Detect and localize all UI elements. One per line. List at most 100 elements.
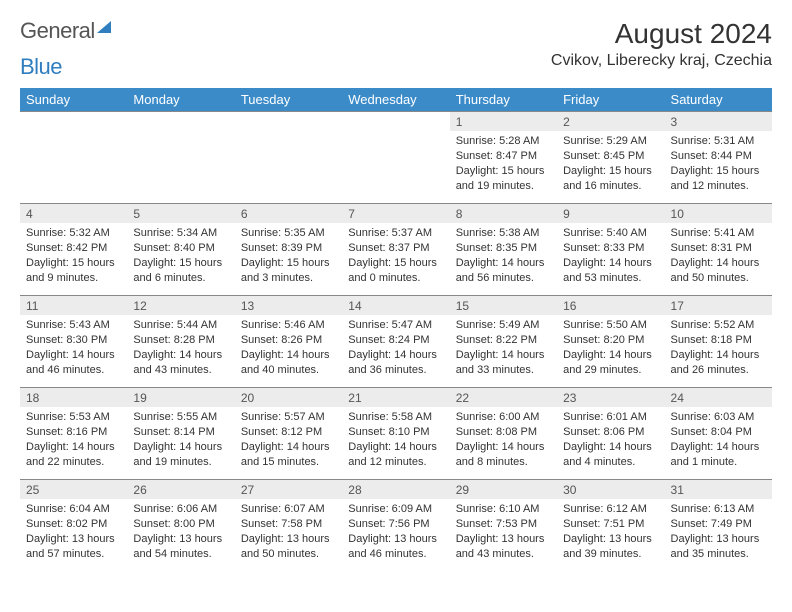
day-number: 27 (235, 480, 342, 499)
empty-cell (235, 112, 342, 204)
day-number: 6 (235, 204, 342, 223)
day-number: 31 (665, 480, 772, 499)
day-cell: 30Sunrise: 6:12 AMSunset: 7:51 PMDayligh… (557, 480, 664, 572)
day-number: 3 (665, 112, 772, 131)
day-number: 9 (557, 204, 664, 223)
day-details: Sunrise: 6:06 AMSunset: 8:00 PMDaylight:… (133, 502, 228, 561)
day-details: Sunrise: 6:04 AMSunset: 8:02 PMDaylight:… (26, 502, 121, 561)
day-number: 2 (557, 112, 664, 131)
weekday-header: Monday (127, 88, 234, 112)
day-details: Sunrise: 6:03 AMSunset: 8:04 PMDaylight:… (671, 410, 766, 469)
day-details: Sunrise: 6:09 AMSunset: 7:56 PMDaylight:… (348, 502, 443, 561)
day-cell: 28 Sunrise: 6:09 AMSunset: 7:56 PMDayligh… (342, 480, 449, 572)
day-number: 28 (342, 480, 449, 499)
logo-word1: General (20, 18, 95, 44)
day-details: Sunrise: 5:52 AMSunset: 8:18 PMDaylight:… (671, 318, 766, 377)
day-details: Sunrise: 6:07 AMSunset: 7:58 PMDaylight:… (241, 502, 336, 561)
day-number: 5 (127, 204, 234, 223)
day-cell: 22 Sunrise: 6:00 AMSunset: 8:08 PMDayligh… (450, 388, 557, 480)
day-cell: 29 Sunrise: 6:10 AMSunset: 7:53 PMDayligh… (450, 480, 557, 572)
day-cell: 25 Sunrise: 6:04 AMSunset: 8:02 PMDayligh… (20, 480, 127, 572)
day-number: 17 (665, 296, 772, 315)
day-cell: 12 Sunrise: 5:44 AMSunset: 8:28 PMDayligh… (127, 296, 234, 388)
page-title: August 2024 (551, 18, 772, 50)
day-details: Sunrise: 5:28 AMSunset: 8:47 PMDaylight:… (456, 134, 551, 193)
day-cell: 18 Sunrise: 5:53 AMSunset: 8:16 PMDayligh… (20, 388, 127, 480)
day-details: Sunrise: 5:29 AMSunset: 8:45 PMDaylight:… (563, 134, 658, 193)
day-number: 16 (557, 296, 664, 315)
day-cell: 14 Sunrise: 5:47 AMSunset: 8:24 PMDayligh… (342, 296, 449, 388)
day-number: 14 (342, 296, 449, 315)
logo: General (20, 18, 111, 44)
day-cell: 16 Sunrise: 5:50 AMSunset: 8:20 PMDayligh… (557, 296, 664, 388)
day-cell: 19 Sunrise: 5:55 AMSunset: 8:14 PMDayligh… (127, 388, 234, 480)
day-number: 4 (20, 204, 127, 223)
day-details: Sunrise: 5:34 AMSunset: 8:40 PMDaylight:… (133, 226, 228, 285)
day-number: 15 (450, 296, 557, 315)
day-details: Sunrise: 5:32 AMSunset: 8:42 PMDaylight:… (26, 226, 121, 285)
day-details: Sunrise: 5:31 AMSunset: 8:44 PMDaylight:… (671, 134, 766, 193)
day-cell: 24 Sunrise: 6:03 AMSunset: 8:04 PMDayligh… (665, 388, 772, 480)
day-cell: 20 Sunrise: 5:57 AMSunset: 8:12 PMDayligh… (235, 388, 342, 480)
day-details: Sunrise: 5:40 AMSunset: 8:33 PMDaylight:… (563, 226, 658, 285)
day-details: Sunrise: 6:01 AMSunset: 8:06 PMDaylight:… (563, 410, 658, 469)
day-cell: 15 Sunrise: 5:49 AMSunset: 8:22 PMDayligh… (450, 296, 557, 388)
day-cell: 8 Sunrise: 5:38 AMSunset: 8:35 PMDaylight… (450, 204, 557, 296)
day-cell: 23Sunrise: 6:01 AMSunset: 8:06 PMDayligh… (557, 388, 664, 480)
day-cell: 2 Sunrise: 5:29 AMSunset: 8:45 PMDaylight… (557, 112, 664, 204)
day-details: Sunrise: 6:10 AMSunset: 7:53 PMDaylight:… (456, 502, 551, 561)
day-number: 13 (235, 296, 342, 315)
day-details: Sunrise: 5:58 AMSunset: 8:10 PMDaylight:… (348, 410, 443, 469)
day-number: 24 (665, 388, 772, 407)
day-cell: 3 Sunrise: 5:31 AMSunset: 8:44 PMDaylight… (665, 112, 772, 204)
empty-cell (127, 112, 234, 204)
day-details: Sunrise: 5:44 AMSunset: 8:28 PMDaylight:… (133, 318, 228, 377)
day-details: Sunrise: 5:43 AMSunset: 8:30 PMDaylight:… (26, 318, 121, 377)
day-details: Sunrise: 5:57 AMSunset: 8:12 PMDaylight:… (241, 410, 336, 469)
day-cell: 7 Sunrise: 5:37 AMSunset: 8:37 PMDaylight… (342, 204, 449, 296)
location-text: Cvikov, Liberecky kraj, Czechia (551, 52, 772, 70)
day-cell: 13 Sunrise: 5:46 AMSunset: 8:26 PMDayligh… (235, 296, 342, 388)
calendar-table: SundayMondayTuesdayWednesdayThursdayFrid… (20, 88, 772, 572)
weekday-header: Sunday (20, 88, 127, 112)
empty-cell (342, 112, 449, 204)
day-details: Sunrise: 5:55 AMSunset: 8:14 PMDaylight:… (133, 410, 228, 469)
weekday-header: Wednesday (342, 88, 449, 112)
day-number: 25 (20, 480, 127, 499)
day-cell: 6Sunrise: 5:35 AMSunset: 8:39 PMDaylight… (235, 204, 342, 296)
day-cell: 21 Sunrise: 5:58 AMSunset: 8:10 PMDayligh… (342, 388, 449, 480)
day-number: 29 (450, 480, 557, 499)
day-number: 1 (450, 112, 557, 131)
day-number: 20 (235, 388, 342, 407)
weekday-header: Friday (557, 88, 664, 112)
day-cell: 26 Sunrise: 6:06 AMSunset: 8:00 PMDayligh… (127, 480, 234, 572)
day-number: 30 (557, 480, 664, 499)
day-details: Sunrise: 5:46 AMSunset: 8:26 PMDaylight:… (241, 318, 336, 377)
day-details: Sunrise: 5:50 AMSunset: 8:20 PMDaylight:… (563, 318, 658, 377)
day-number: 21 (342, 388, 449, 407)
day-number: 22 (450, 388, 557, 407)
day-details: Sunrise: 5:41 AMSunset: 8:31 PMDaylight:… (671, 226, 766, 285)
day-number: 7 (342, 204, 449, 223)
day-number: 8 (450, 204, 557, 223)
weekday-header: Saturday (665, 88, 772, 112)
day-cell: 1 Sunrise: 5:28 AMSunset: 8:47 PMDaylight… (450, 112, 557, 204)
day-details: Sunrise: 5:37 AMSunset: 8:37 PMDaylight:… (348, 226, 443, 285)
day-number: 18 (20, 388, 127, 407)
weekday-header: Thursday (450, 88, 557, 112)
day-number: 26 (127, 480, 234, 499)
day-details: Sunrise: 5:53 AMSunset: 8:16 PMDaylight:… (26, 410, 121, 469)
day-details: Sunrise: 6:00 AMSunset: 8:08 PMDaylight:… (456, 410, 551, 469)
day-details: Sunrise: 5:49 AMSunset: 8:22 PMDaylight:… (456, 318, 551, 377)
day-details: Sunrise: 6:13 AMSunset: 7:49 PMDaylight:… (671, 502, 766, 561)
empty-cell (20, 112, 127, 204)
logo-triangle-icon (97, 21, 111, 33)
day-details: Sunrise: 5:38 AMSunset: 8:35 PMDaylight:… (456, 226, 551, 285)
day-number: 11 (20, 296, 127, 315)
day-number: 19 (127, 388, 234, 407)
day-details: Sunrise: 5:47 AMSunset: 8:24 PMDaylight:… (348, 318, 443, 377)
day-cell: 31 Sunrise: 6:13 AMSunset: 7:49 PMDayligh… (665, 480, 772, 572)
day-cell: 11 Sunrise: 5:43 AMSunset: 8:30 PMDayligh… (20, 296, 127, 388)
day-cell: 27 Sunrise: 6:07 AMSunset: 7:58 PMDayligh… (235, 480, 342, 572)
day-number: 12 (127, 296, 234, 315)
